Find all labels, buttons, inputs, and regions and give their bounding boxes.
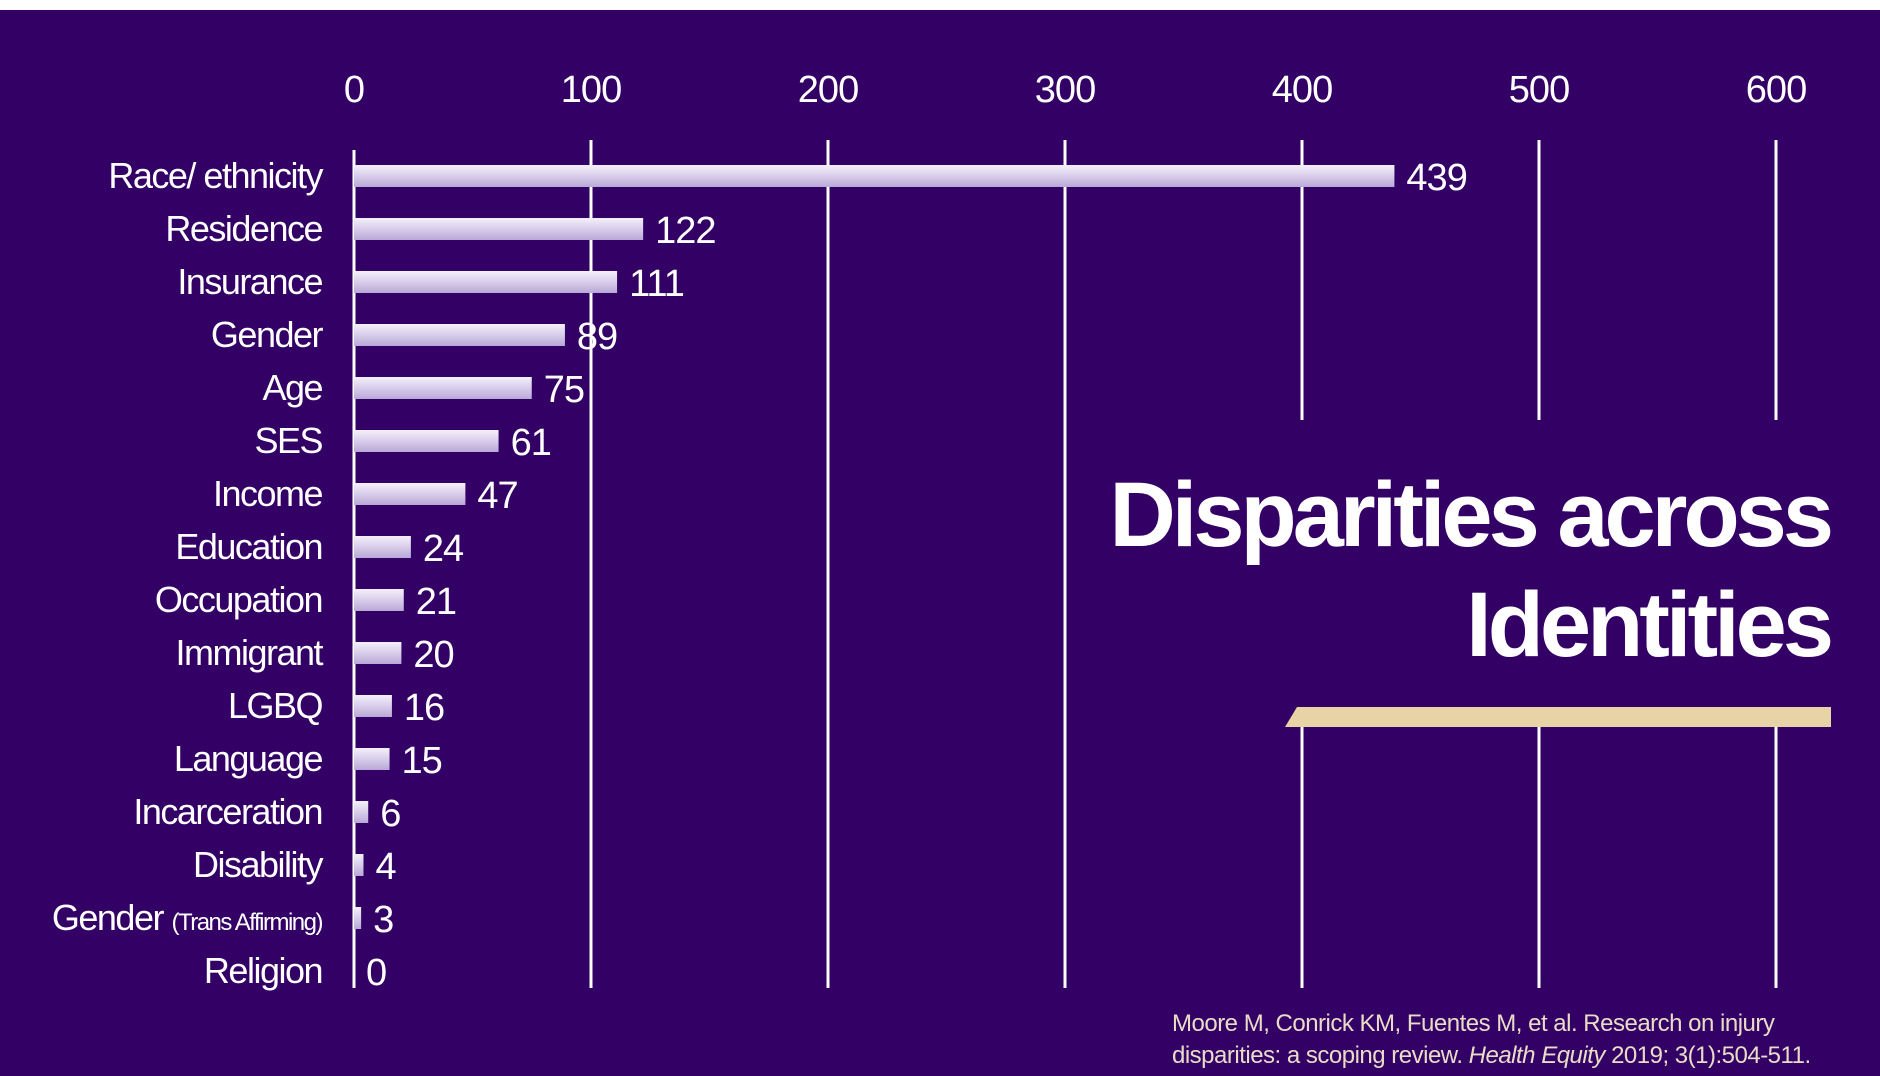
bar: [354, 271, 618, 293]
x-tick-label: 0: [344, 69, 364, 111]
category-label: Occupation: [155, 579, 322, 620]
data-label: 47: [477, 475, 517, 517]
citation-line-2: disparities: a scoping review. Health Eq…: [1172, 1040, 1872, 1072]
category-label: Gender (Trans Affirming): [52, 897, 323, 938]
data-label: 16: [404, 687, 444, 729]
category-label: LGBQ: [228, 685, 323, 726]
citation-line-1: Moore M, Conrick KM, Fuentes M, et al. R…: [1172, 1010, 1775, 1037]
data-label: 24: [423, 528, 464, 570]
citation-line-2-text: disparities: a scoping review.: [1172, 1042, 1469, 1069]
category-label: Income: [213, 473, 323, 514]
category-label: Race/ ethnicity: [108, 155, 323, 196]
category-label: Disability: [193, 844, 324, 885]
category-label: Insurance: [177, 261, 322, 302]
category-label: Incarceration: [133, 791, 322, 832]
data-label: 89: [577, 316, 617, 358]
data-label: 111: [629, 263, 684, 305]
data-label: 0: [366, 952, 386, 994]
x-tick-label: 400: [1272, 69, 1332, 111]
x-tick-label: 100: [561, 69, 621, 111]
chart-title: Disparities across Identities: [1109, 464, 1834, 676]
category-label: SES: [254, 420, 322, 461]
x-tick-label: 200: [798, 69, 858, 111]
bar: [354, 907, 362, 929]
data-label: 122: [655, 210, 715, 252]
category-label: Residence: [165, 208, 322, 249]
bar: [354, 748, 390, 770]
bar: [354, 642, 402, 664]
x-tick-label: 300: [1035, 69, 1095, 111]
title-accent-rule: [1285, 707, 1831, 727]
category-label: Language: [174, 738, 323, 779]
x-tick-label: 500: [1509, 69, 1569, 111]
category-label: Religion: [204, 950, 322, 991]
data-label: 61: [511, 422, 551, 464]
citation-line-2-tail: 2019; 3(1):504-511.: [1604, 1042, 1811, 1069]
bar: [354, 483, 466, 505]
x-tick-label: 600: [1746, 69, 1806, 111]
data-label: 6: [380, 793, 400, 835]
data-label: 3: [373, 899, 393, 941]
data-label: 75: [544, 369, 584, 411]
data-label: 15: [402, 740, 442, 782]
data-label: 21: [416, 581, 456, 623]
category-label: Age: [262, 367, 322, 408]
bar: [354, 430, 499, 452]
category-label: Gender: [211, 314, 324, 355]
bar: [354, 695, 392, 717]
bar: [354, 589, 404, 611]
citation: Moore M, Conrick KM, Fuentes M, et al. R…: [1172, 1008, 1872, 1072]
bar: [354, 218, 644, 240]
bar: [354, 801, 369, 823]
data-label: 439: [1406, 157, 1466, 199]
bar: [354, 165, 1395, 187]
bar: [354, 854, 364, 876]
data-label: 20: [413, 634, 453, 676]
bar: [354, 377, 532, 399]
slide: 0 100 200 300 400 500 600 439 Race/ ethnicity 122…: [0, 10, 1880, 1076]
category-label: Education: [175, 526, 322, 567]
bar: [354, 536, 411, 558]
data-label: 4: [375, 846, 396, 888]
citation-journal: Health Equity: [1468, 1042, 1606, 1069]
category-label: Immigrant: [175, 632, 323, 673]
bar: [354, 324, 565, 346]
